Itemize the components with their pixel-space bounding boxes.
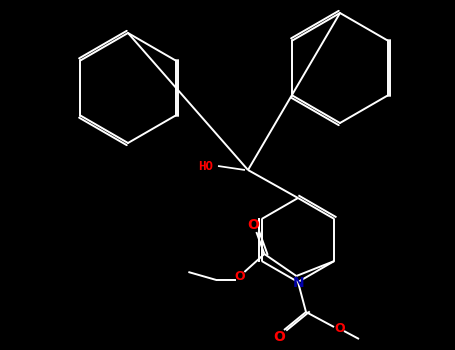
Text: HO: HO [198, 160, 213, 173]
Text: O: O [248, 218, 259, 232]
Text: O: O [335, 322, 345, 336]
Text: O: O [234, 271, 245, 284]
Text: N: N [293, 276, 305, 290]
Text: O: O [273, 330, 285, 344]
